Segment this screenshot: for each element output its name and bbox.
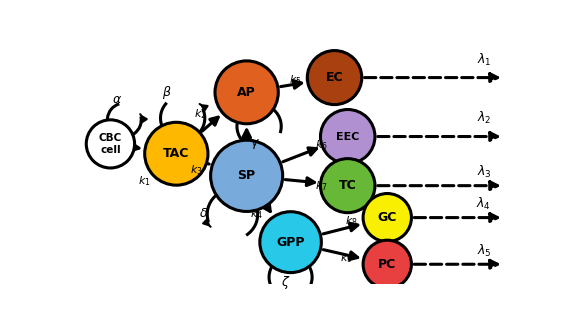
Text: $δ$: $δ$ (199, 207, 208, 220)
Ellipse shape (86, 120, 134, 168)
Ellipse shape (363, 194, 412, 242)
Text: $γ$: $γ$ (251, 137, 260, 151)
Text: $k_2$: $k_2$ (194, 108, 207, 121)
Text: SP: SP (238, 169, 256, 182)
Text: $k_7$: $k_7$ (315, 179, 328, 193)
Text: $\lambda_{1}$: $\lambda_{1}$ (477, 52, 491, 69)
Ellipse shape (145, 122, 208, 185)
Text: $\lambda_{2}$: $\lambda_{2}$ (477, 110, 491, 126)
Text: TAC: TAC (163, 147, 189, 160)
Text: $k_8$: $k_8$ (345, 214, 358, 228)
Text: $β$: $β$ (162, 84, 171, 101)
Text: $α$: $α$ (112, 93, 122, 106)
Text: $\lambda_{4}$: $\lambda_{4}$ (476, 196, 492, 212)
Ellipse shape (307, 50, 362, 105)
Text: GC: GC (378, 211, 397, 224)
Text: TC: TC (339, 179, 357, 192)
Text: EC: EC (325, 71, 344, 84)
Ellipse shape (215, 61, 278, 124)
Text: PC: PC (378, 258, 396, 271)
Ellipse shape (363, 240, 412, 288)
Text: $\lambda_{5}$: $\lambda_{5}$ (476, 243, 492, 259)
Text: $\lambda_{3}$: $\lambda_{3}$ (476, 164, 492, 180)
Text: GPP: GPP (276, 236, 305, 249)
Text: $ζ$: $ζ$ (281, 274, 291, 291)
Text: $k_5$: $k_5$ (289, 73, 301, 87)
Ellipse shape (260, 212, 321, 273)
Text: $k_1$: $k_1$ (138, 174, 151, 188)
Text: $k_4$: $k_4$ (250, 207, 263, 221)
Ellipse shape (320, 109, 375, 164)
Text: CBC
cell: CBC cell (99, 133, 122, 155)
Text: $k_9$: $k_9$ (340, 251, 353, 265)
Text: $k_3$: $k_3$ (190, 163, 202, 177)
Text: EEC: EEC (336, 131, 359, 142)
Text: AP: AP (237, 86, 256, 99)
Text: $k_6$: $k_6$ (315, 138, 328, 152)
Ellipse shape (210, 140, 283, 211)
Ellipse shape (320, 159, 375, 213)
